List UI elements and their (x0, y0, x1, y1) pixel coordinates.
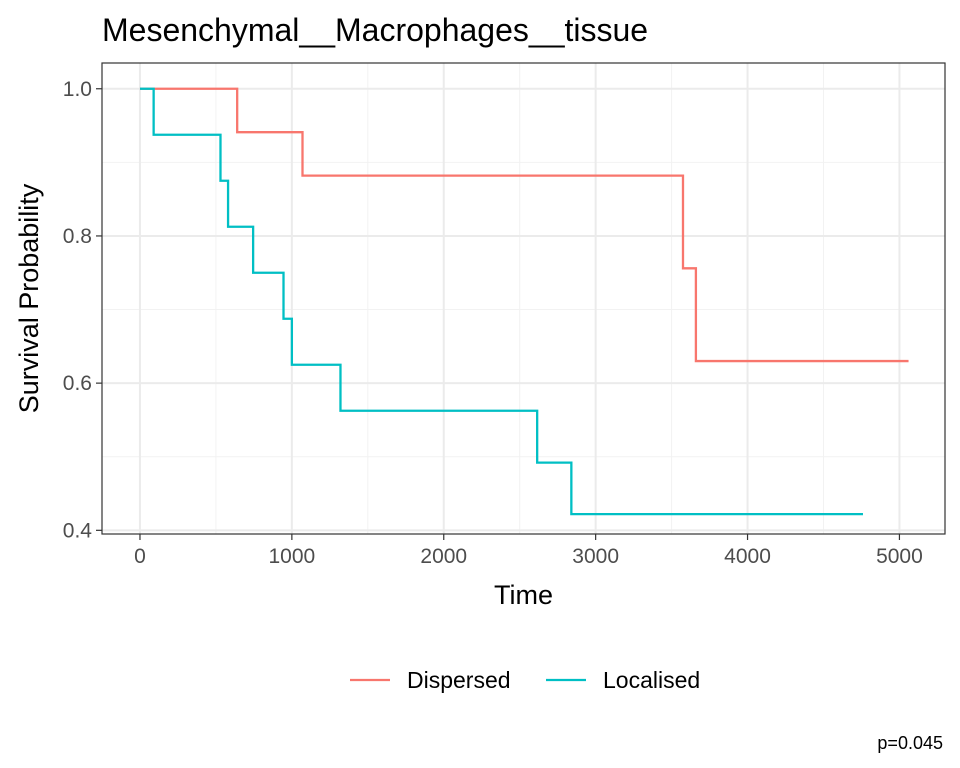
grid-lines (102, 63, 945, 534)
y-tick-label: 0.4 (63, 519, 93, 542)
p-value-annotation: p=0.045 (877, 733, 943, 753)
series-lines (139, 87, 909, 516)
x-tick-label: 2000 (420, 545, 467, 568)
x-tick-label: 5000 (876, 545, 923, 568)
x-tick-label: 3000 (572, 545, 619, 568)
axis-ticks: 0 1000 2000 3000 4000 5000 0.4 0.6 0.8 1.0 (63, 78, 923, 568)
y-tick-label: 0.6 (63, 372, 92, 395)
x-axis-title: Time (494, 580, 553, 610)
legend: Dispersed Localised (350, 667, 700, 693)
y-axis-title: Survival Probability (14, 183, 44, 413)
x-tick-label: 4000 (724, 545, 771, 568)
y-tick-label: 1.0 (63, 78, 92, 101)
series-line-dispersed (139, 87, 909, 363)
plot-panel-border (101, 62, 946, 535)
y-tick-label: 0.8 (63, 225, 92, 248)
x-tick-label: 0 (134, 545, 146, 568)
chart-title: Mesenchymal__Macrophages__tissue (102, 12, 648, 48)
x-tick-label: 1000 (269, 545, 316, 568)
legend-label-dispersed: Dispersed (407, 667, 511, 693)
legend-label-localised: Localised (603, 667, 700, 693)
series-line-localised (139, 87, 863, 516)
